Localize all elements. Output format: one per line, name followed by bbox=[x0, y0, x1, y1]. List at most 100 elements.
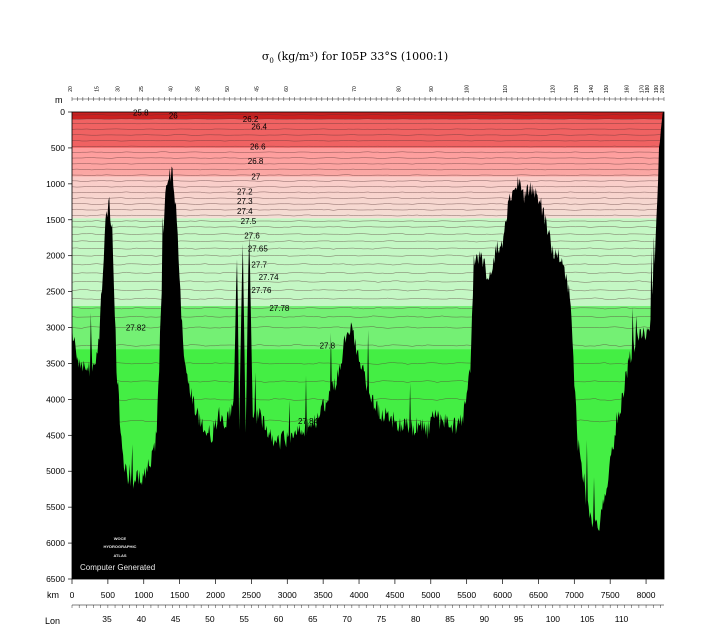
km-tick-label: 8000 bbox=[637, 590, 656, 600]
depth-tick-label: 5500 bbox=[46, 502, 65, 512]
station-number-label: 25 bbox=[139, 86, 145, 92]
isopycnal-line bbox=[71, 134, 665, 136]
km-tick-label: 7000 bbox=[565, 590, 584, 600]
km-tick-label: 1500 bbox=[170, 590, 189, 600]
contour-label: 27.74 bbox=[259, 273, 280, 282]
depth-tick-label: 4000 bbox=[46, 394, 65, 404]
depth-tick-label: 4500 bbox=[46, 430, 65, 440]
contour-label: 27.84 bbox=[298, 417, 319, 426]
station-number-label: 80 bbox=[397, 86, 403, 92]
lon-tick-label: 90 bbox=[480, 614, 490, 624]
lon-tick-label: 100 bbox=[546, 614, 560, 624]
km-tick-label: 2500 bbox=[242, 590, 261, 600]
km-tick-label: 1000 bbox=[134, 590, 153, 600]
contour-label: 27.2 bbox=[237, 188, 253, 197]
station-number-label: 90 bbox=[429, 86, 435, 92]
density-band-4 bbox=[72, 218, 664, 306]
isopycnal-line bbox=[71, 114, 665, 116]
contour-label: 27.78 bbox=[269, 304, 290, 313]
station-number-label: 15 bbox=[95, 86, 101, 92]
contour-label: 25.8 bbox=[133, 108, 149, 117]
station-number-label: 45 bbox=[254, 86, 260, 92]
km-tick-label: 6500 bbox=[529, 590, 548, 600]
contour-label: 27.82 bbox=[126, 324, 147, 333]
km-unit-label: km bbox=[47, 590, 59, 600]
isopycnal-line bbox=[71, 128, 665, 130]
woce-logo-text: WOCE bbox=[114, 536, 127, 541]
isopycnal-line bbox=[71, 140, 665, 142]
station-number-label: 190 bbox=[654, 85, 660, 94]
isopycnal-line bbox=[71, 145, 665, 148]
lon-tick-label: 45 bbox=[171, 614, 181, 624]
depth-tick-label: 2000 bbox=[46, 251, 65, 261]
contour-label: 27.8 bbox=[320, 342, 336, 351]
station-number-label: 130 bbox=[574, 85, 580, 94]
lon-tick-label: 80 bbox=[411, 614, 421, 624]
lon-tick-label: 40 bbox=[137, 614, 147, 624]
station-number-label: 120 bbox=[550, 85, 556, 94]
station-number-label: 50 bbox=[225, 86, 231, 92]
lon-tick-label: 35 bbox=[102, 614, 112, 624]
contour-label: 27.65 bbox=[248, 245, 269, 254]
km-tick-label: 500 bbox=[101, 590, 115, 600]
depth-tick-label: 1500 bbox=[46, 215, 65, 225]
km-tick-label: 0 bbox=[70, 590, 75, 600]
lon-tick-label: 110 bbox=[615, 614, 629, 624]
depth-tick-label: 3000 bbox=[46, 323, 65, 333]
contour-label: 27.6 bbox=[244, 232, 260, 241]
lon-tick-label: 75 bbox=[377, 614, 387, 624]
station-number-label: 40 bbox=[169, 86, 175, 92]
density-band-0 bbox=[72, 112, 664, 120]
station-number-label: 35 bbox=[195, 86, 201, 92]
contour-label: 27.7 bbox=[251, 260, 267, 269]
isopycnal-line bbox=[71, 118, 665, 120]
contour-label: 27.4 bbox=[237, 207, 253, 216]
gradient-overlay bbox=[72, 147, 664, 219]
isopycnal-line bbox=[71, 163, 665, 165]
lon-tick-label: 85 bbox=[445, 614, 455, 624]
contour-label: 27.5 bbox=[241, 217, 257, 226]
station-number-label: 30 bbox=[115, 86, 121, 92]
station-number-label: 70 bbox=[352, 86, 358, 92]
contour-label: 26.2 bbox=[243, 115, 259, 124]
station-number-label: 170 bbox=[639, 85, 645, 94]
station-number-label: 200 bbox=[660, 85, 666, 94]
depth-tick-label: 2500 bbox=[46, 287, 65, 297]
km-tick-label: 3500 bbox=[314, 590, 333, 600]
depth-tick-label: 6000 bbox=[46, 538, 65, 548]
isopycnal-line bbox=[71, 168, 664, 171]
computer-generated-label: Computer Generated bbox=[80, 563, 155, 572]
isopycnal-line bbox=[71, 151, 665, 153]
contour-label: 26 bbox=[169, 112, 178, 121]
contour-label: 26.6 bbox=[250, 142, 266, 151]
km-tick-label: 4000 bbox=[350, 590, 369, 600]
lon-tick-label: 50 bbox=[205, 614, 215, 624]
lon-tick-label: 70 bbox=[342, 614, 352, 624]
station-number-label: 160 bbox=[624, 85, 630, 94]
depth-tick-label: 0 bbox=[60, 107, 65, 117]
depth-tick-label: 3500 bbox=[46, 358, 65, 368]
station-number-label: 180 bbox=[645, 85, 651, 94]
depth-tick-label: 1000 bbox=[46, 179, 65, 189]
density-band-1 bbox=[72, 119, 664, 148]
contour-label: 27.76 bbox=[251, 286, 272, 295]
station-number-label: 150 bbox=[604, 85, 610, 94]
depth-tick-label: 500 bbox=[51, 143, 65, 153]
km-tick-label: 3000 bbox=[278, 590, 297, 600]
contour-label: 26.8 bbox=[248, 157, 264, 166]
lon-tick-label: 65 bbox=[308, 614, 318, 624]
km-tick-label: 6000 bbox=[493, 590, 512, 600]
lon-tick-label: 55 bbox=[239, 614, 249, 624]
station-number-label: 100 bbox=[465, 85, 471, 94]
seafloor-bathymetry bbox=[72, 112, 664, 579]
isopycnal-line bbox=[71, 157, 665, 159]
lon-tick-label: 105 bbox=[580, 614, 594, 624]
contour-label: 26.4 bbox=[251, 122, 267, 131]
lon-tick-label: 95 bbox=[514, 614, 524, 624]
km-tick-label: 2000 bbox=[206, 590, 225, 600]
km-tick-label: 7500 bbox=[601, 590, 620, 600]
isopycnal-line bbox=[71, 180, 665, 182]
station-number-label: 110 bbox=[503, 85, 509, 93]
km-tick-label: 5000 bbox=[421, 590, 440, 600]
